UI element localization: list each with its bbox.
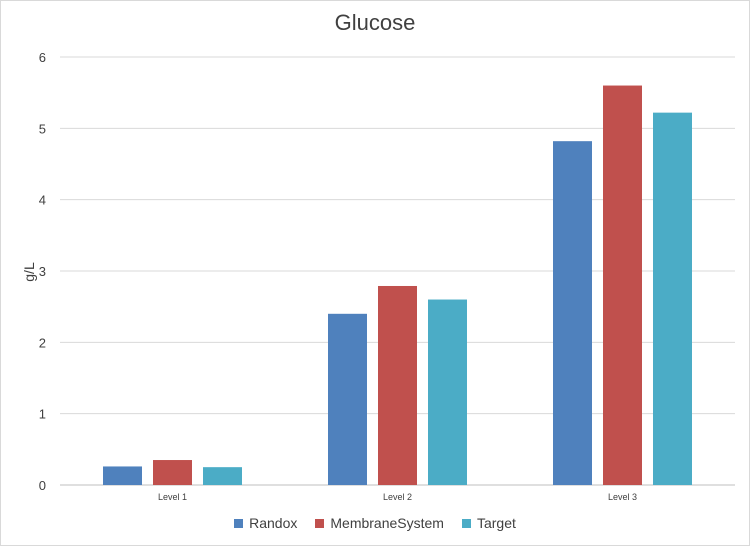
bar-target-1 xyxy=(203,467,242,485)
legend-label: Target xyxy=(476,515,516,531)
bar-membranesystem-2 xyxy=(378,285,417,485)
category-labels: Level 1 Level 2 Level 3 xyxy=(158,492,637,502)
y-tick-label: 0 xyxy=(39,478,46,493)
bar-randox-2 xyxy=(328,313,367,485)
chart-title: Glucose xyxy=(334,10,416,35)
category-label: Level 2 xyxy=(383,492,412,502)
bar-target-2 xyxy=(428,299,467,485)
legend-item: Randox xyxy=(234,515,297,531)
bar-membranesystem-1 xyxy=(153,460,192,485)
y-tick-label: 5 xyxy=(39,121,46,136)
legend-label: MembraneSystem xyxy=(330,515,444,531)
legend: Randox MembraneSystem Target xyxy=(0,515,750,531)
bar-membranesystem-3 xyxy=(603,85,642,486)
y-tick-labels: 0 1 2 3 4 5 6 xyxy=(39,50,46,493)
y-axis-label: g/L xyxy=(21,262,37,282)
legend-item: Target xyxy=(461,515,516,531)
legend-item: MembraneSystem xyxy=(315,515,444,531)
y-tick-label: 6 xyxy=(39,50,46,65)
bar-randox-1 xyxy=(103,466,142,485)
legend-swatch xyxy=(234,518,244,528)
y-tick-label: 2 xyxy=(39,335,46,350)
legend-label: Randox xyxy=(249,515,298,531)
bar-target-3 xyxy=(653,112,692,485)
legend-swatch xyxy=(315,518,325,528)
y-tick-label: 3 xyxy=(39,264,46,279)
legend-swatch xyxy=(461,518,471,528)
category-label: Level 3 xyxy=(608,492,637,502)
category-label: Level 1 xyxy=(158,492,187,502)
y-tick-label: 1 xyxy=(39,407,46,422)
y-tick-label: 4 xyxy=(39,193,46,208)
bar-randox-3 xyxy=(553,141,592,485)
bars xyxy=(103,85,692,486)
